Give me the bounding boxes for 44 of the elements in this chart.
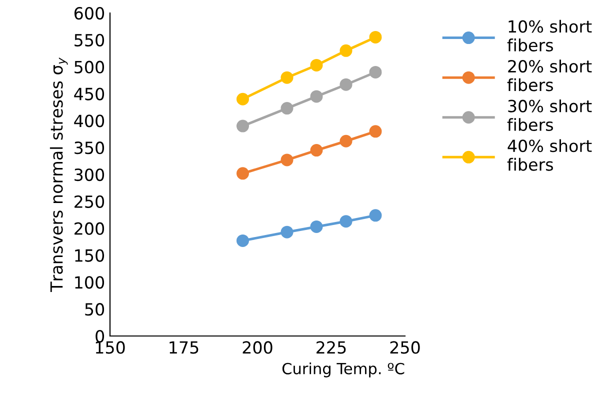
legend-label: 20% short fibers <box>507 60 592 92</box>
point <box>340 44 352 57</box>
point <box>310 144 323 157</box>
point <box>340 215 352 228</box>
x-tick-label: 225 <box>316 341 346 354</box>
point <box>340 134 352 148</box>
point <box>280 71 294 84</box>
y-tick-label: 150 <box>75 249 104 262</box>
y-tick-label: 500 <box>74 60 104 74</box>
point <box>236 234 249 247</box>
point <box>310 220 323 233</box>
point <box>310 58 323 72</box>
point <box>236 92 249 106</box>
point <box>280 226 294 238</box>
y-tick-label: 550 <box>74 34 104 46</box>
point <box>236 167 249 180</box>
y-tick-label: 300 <box>74 168 104 182</box>
x-tick-label: 175 <box>170 341 198 354</box>
y-tick-label: 200 <box>74 222 104 235</box>
y-tick-label: 350 <box>74 142 104 154</box>
legend-label: 40% short fibers <box>507 139 592 171</box>
point <box>369 125 382 138</box>
x-tick-label: 150 <box>96 341 125 354</box>
point <box>369 209 382 222</box>
legend-label: 10% short fibers <box>507 20 592 52</box>
x-tick-label: 200 <box>242 341 272 354</box>
y-tick-label: 50 <box>85 303 104 316</box>
x-axis-title: Curing Temp. ºC <box>282 362 404 378</box>
point <box>280 102 294 115</box>
point <box>340 78 352 91</box>
point <box>236 120 249 132</box>
y-tick-label: 250 <box>74 195 104 208</box>
y-tick-label: 400 <box>74 114 104 128</box>
point <box>369 30 382 44</box>
legend-label: 30% short fibers <box>507 99 592 132</box>
y-tick-label: 0 <box>96 330 104 343</box>
y-tick-label: 450 <box>74 88 104 100</box>
point <box>280 154 294 166</box>
y-tick-label: 100 <box>75 276 104 289</box>
point <box>310 90 323 103</box>
y-tick-label: 600 <box>74 6 104 20</box>
x-tick-label: 250 <box>390 341 420 354</box>
y-axis-title: Transvers normal streses σ$_{y}$ <box>50 57 68 292</box>
point <box>369 66 382 78</box>
